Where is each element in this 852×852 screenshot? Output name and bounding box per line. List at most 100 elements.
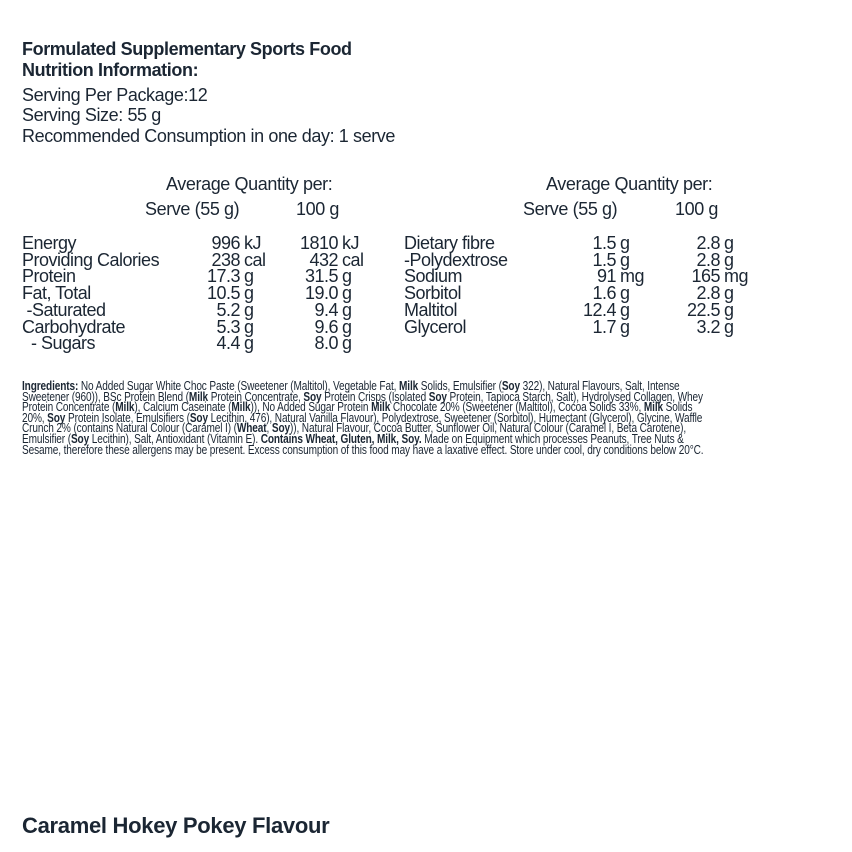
allergen-bold-text: Soy — [70, 431, 90, 446]
ingredients-text-segment: Protein Isolate, Emulsifiers ( — [65, 410, 190, 425]
ingredients-text-segment: Protein, Tapioca Starch, Salt), Hydrolys… — [446, 389, 703, 404]
ingredients-text-segment: Solids — [663, 400, 693, 415]
serve-value: 91 — [596, 266, 617, 287]
per100g-unit: kJ — [342, 233, 360, 253]
per100g-unit: g — [342, 333, 352, 354]
nutrient-label: Fat, Total — [22, 283, 91, 304]
serve-value: 12.4 — [582, 299, 617, 320]
serve-unit: mg — [620, 266, 645, 287]
serve-value: 996 — [211, 233, 240, 253]
product-type-title: Formulated Supplementary Sports Food — [22, 39, 352, 59]
ingredients-line: Crunch 2% (contains Natural Colour (Cara… — [22, 421, 703, 436]
serve-value: 4.4 — [216, 333, 240, 354]
ingredients-text-segment: ), Calcium Caseinate ( — [134, 400, 232, 415]
right-col-100g: 100 g — [675, 199, 719, 219]
per100g-unit: g — [724, 249, 734, 270]
allergen-bold-text: Soy — [189, 410, 208, 425]
ingredients-text-segment: 322), Natural Flavours, Salt, Intense — [519, 379, 680, 393]
ingredients-text-segment: )), No Added Sugar Protein — [250, 400, 372, 415]
ingredients-line: Protein Concentrate (Milk), Calcium Case… — [22, 400, 703, 415]
allergen-bold-text: Soy — [303, 389, 322, 404]
ingredients-text-segment: Lecithin, 476), Natural Vanilla Flavour)… — [207, 410, 703, 425]
per100g-value: 8.0 — [314, 333, 338, 354]
allergen-bold-text: Soy — [47, 410, 66, 425]
per100g-unit: g — [724, 233, 734, 253]
ingredients-text-segment: Sesame, therefore these allergens may be… — [22, 442, 704, 457]
per100g-value: 9.6 — [314, 316, 338, 337]
nutrient-label: Carbohydrate — [22, 316, 126, 337]
nutrient-label: -Polydextrose — [404, 249, 508, 270]
right-table-heading: Average Quantity per: — [546, 174, 713, 194]
allergen-bold-text: Milk — [231, 400, 251, 415]
ingredients-line: Emulsifier (Soy Lecithin), Salt, Antioxi… — [22, 431, 703, 446]
serve-value: 1.5 — [592, 233, 616, 253]
ingredients-line: Ingredients: No Added Sugar White Choc P… — [22, 379, 703, 393]
serve-unit: g — [620, 233, 630, 253]
ingredients-text-segment: Chocolate 20% (Sweetener (Maltitol), Coc… — [390, 400, 644, 415]
left-table-heading: Average Quantity per: — [166, 174, 333, 194]
allergen-bold-text: Milk — [115, 400, 135, 415]
per100g-value: 2.8 — [696, 283, 720, 304]
ingredients-line: 20%, Soy Protein Isolate, Emulsifiers (S… — [22, 410, 703, 425]
per100g-value: 19.0 — [304, 283, 339, 304]
ingredients-line: Sesame, therefore these allergens may be… — [22, 442, 704, 457]
per100g-unit: g — [724, 283, 734, 304]
allergen-bold-text: Milk — [399, 379, 419, 393]
ingredients-text-segment: Solids, Emulsifier ( — [418, 379, 502, 393]
recommended-consumption: Recommended Consumption in one day: 1 se… — [22, 126, 396, 146]
allergen-bold-text: Soy — [501, 379, 520, 393]
per100g-value: 22.5 — [686, 299, 721, 320]
serve-unit: g — [244, 283, 254, 304]
serve-unit: g — [620, 283, 630, 304]
per100g-value: 31.5 — [304, 266, 339, 287]
allergen-bold-text: Milk — [188, 389, 209, 404]
allergen-bold-text: Milk — [643, 400, 663, 415]
serve-value: 1.6 — [592, 283, 616, 304]
serving-size: Serving Size: 55 g — [22, 105, 161, 125]
ingredients-text-segment: 20%, — [22, 410, 48, 425]
ingredients-text-segment: Lecithin), Salt, Antioxidant (Vitamin E)… — [89, 431, 261, 446]
per100g-value: 2.8 — [696, 233, 720, 253]
allergen-bold-text: Contains Wheat, Gluten, Milk, Soy. — [260, 431, 422, 446]
right-col-serve: Serve (55 g) — [523, 199, 618, 219]
serve-unit: kJ — [244, 233, 262, 253]
serve-value: 5.2 — [216, 299, 240, 320]
per100g-value: 2.8 — [696, 249, 720, 270]
allergen-bold-text: Ingredients: — [22, 379, 79, 393]
per100g-unit: g — [342, 299, 352, 320]
flavour-name: Caramel Hokey Pokey Flavour — [22, 813, 330, 838]
servings-per-package: Serving Per Package:12 — [22, 85, 208, 105]
nutrient-label: - Sugars — [22, 333, 96, 354]
ingredients-text-segment: Sweetener (960)), BSc Protein Blend ( — [22, 389, 189, 404]
serve-unit: g — [244, 316, 254, 337]
ingredients-text-segment: Made on Equipment which processes Peanut… — [421, 431, 684, 446]
serve-unit: cal — [244, 249, 266, 270]
ingredients-text-segment: Protein Crisps (Isolated — [321, 389, 429, 404]
serve-unit: g — [244, 266, 254, 287]
per100g-value: 1810 — [299, 233, 339, 253]
serve-unit: g — [244, 333, 254, 354]
per100g-value: 432 — [309, 249, 338, 270]
allergen-bold-text: Milk — [371, 400, 391, 415]
serve-value: 5.3 — [216, 316, 240, 337]
allergen-bold-text: Wheat — [236, 421, 267, 436]
per100g-unit: g — [724, 299, 734, 320]
nutrient-label: Glycerol — [404, 316, 467, 337]
serve-unit: g — [620, 316, 630, 337]
per100g-unit: g — [342, 283, 352, 304]
nutrient-label: Sorbitol — [404, 283, 462, 304]
left-col-100g: 100 g — [296, 199, 340, 219]
left-col-serve: Serve (55 g) — [145, 199, 240, 219]
nutrition-info-heading: Nutrition Information: — [22, 60, 199, 80]
per100g-unit: cal — [342, 249, 364, 270]
ingredients-text-segment: Crunch 2% (contains Natural Colour (Cara… — [22, 421, 237, 436]
nutrient-label: Energy — [22, 233, 77, 253]
ingredients-text-segment: , — [266, 421, 272, 436]
ingredients-text-segment: )), Natural Flavour, Cocoa Butter, Sunfl… — [289, 421, 687, 436]
allergen-bold-text: Soy — [428, 389, 447, 404]
nutrient-label: Maltitol — [404, 299, 458, 320]
per100g-unit: g — [342, 316, 352, 337]
nutrient-label: Protein — [22, 266, 76, 287]
serve-value: 238 — [211, 249, 240, 270]
